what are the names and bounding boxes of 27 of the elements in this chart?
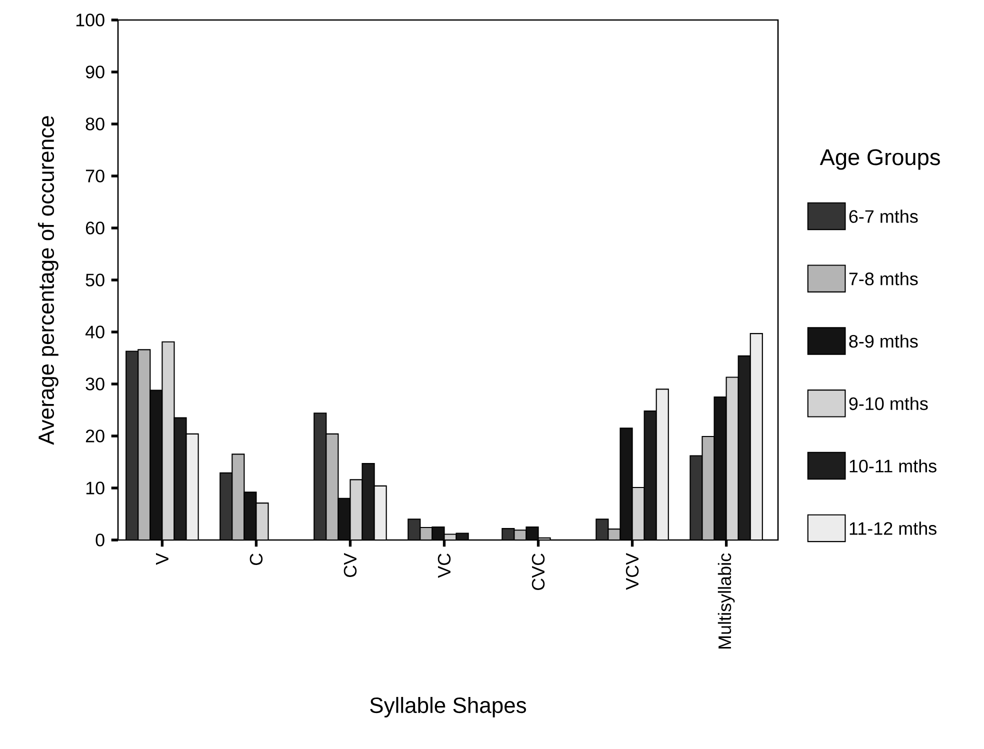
y-axis-title: Average percentage of occurence — [38, 116, 58, 445]
y-tick-label: 80 — [86, 118, 104, 130]
x-tick-label: CVC — [532, 554, 545, 590]
legend-label: 7-8 mths — [849, 272, 918, 286]
x-tick-label: C — [250, 554, 263, 566]
y-tick-label: 10 — [86, 482, 104, 494]
legend-label: 9-10 mths — [849, 396, 928, 410]
x-axis-title: Syllable Shapes — [370, 696, 526, 718]
legend-title: Age Groups — [820, 149, 940, 170]
legend-label: 11-12 mths — [850, 522, 936, 535]
legend-label: 6-7 mths — [849, 210, 918, 223]
x-tick-label: CV — [344, 553, 357, 578]
x-tick-label: V — [156, 553, 168, 565]
y-tick-label: 0 — [96, 534, 104, 546]
y-tick-label: 20 — [86, 430, 104, 442]
y-tick-label: 70 — [86, 170, 104, 182]
x-tick-label: VCV — [626, 553, 639, 590]
x-tick-label: Multisyllabic — [718, 553, 735, 648]
legend-label: 10-11 mths — [850, 459, 936, 472]
y-tick-label: 90 — [86, 66, 104, 78]
y-tick-label: 30 — [86, 378, 104, 390]
x-tick-label: VC — [438, 554, 451, 578]
y-tick-label: 100 — [76, 14, 104, 26]
y-tick-label: 60 — [86, 222, 104, 234]
legend-label: 8-9 mths — [849, 334, 918, 348]
y-tick-label: 40 — [85, 326, 104, 338]
y-tick-label: 50 — [86, 274, 104, 286]
